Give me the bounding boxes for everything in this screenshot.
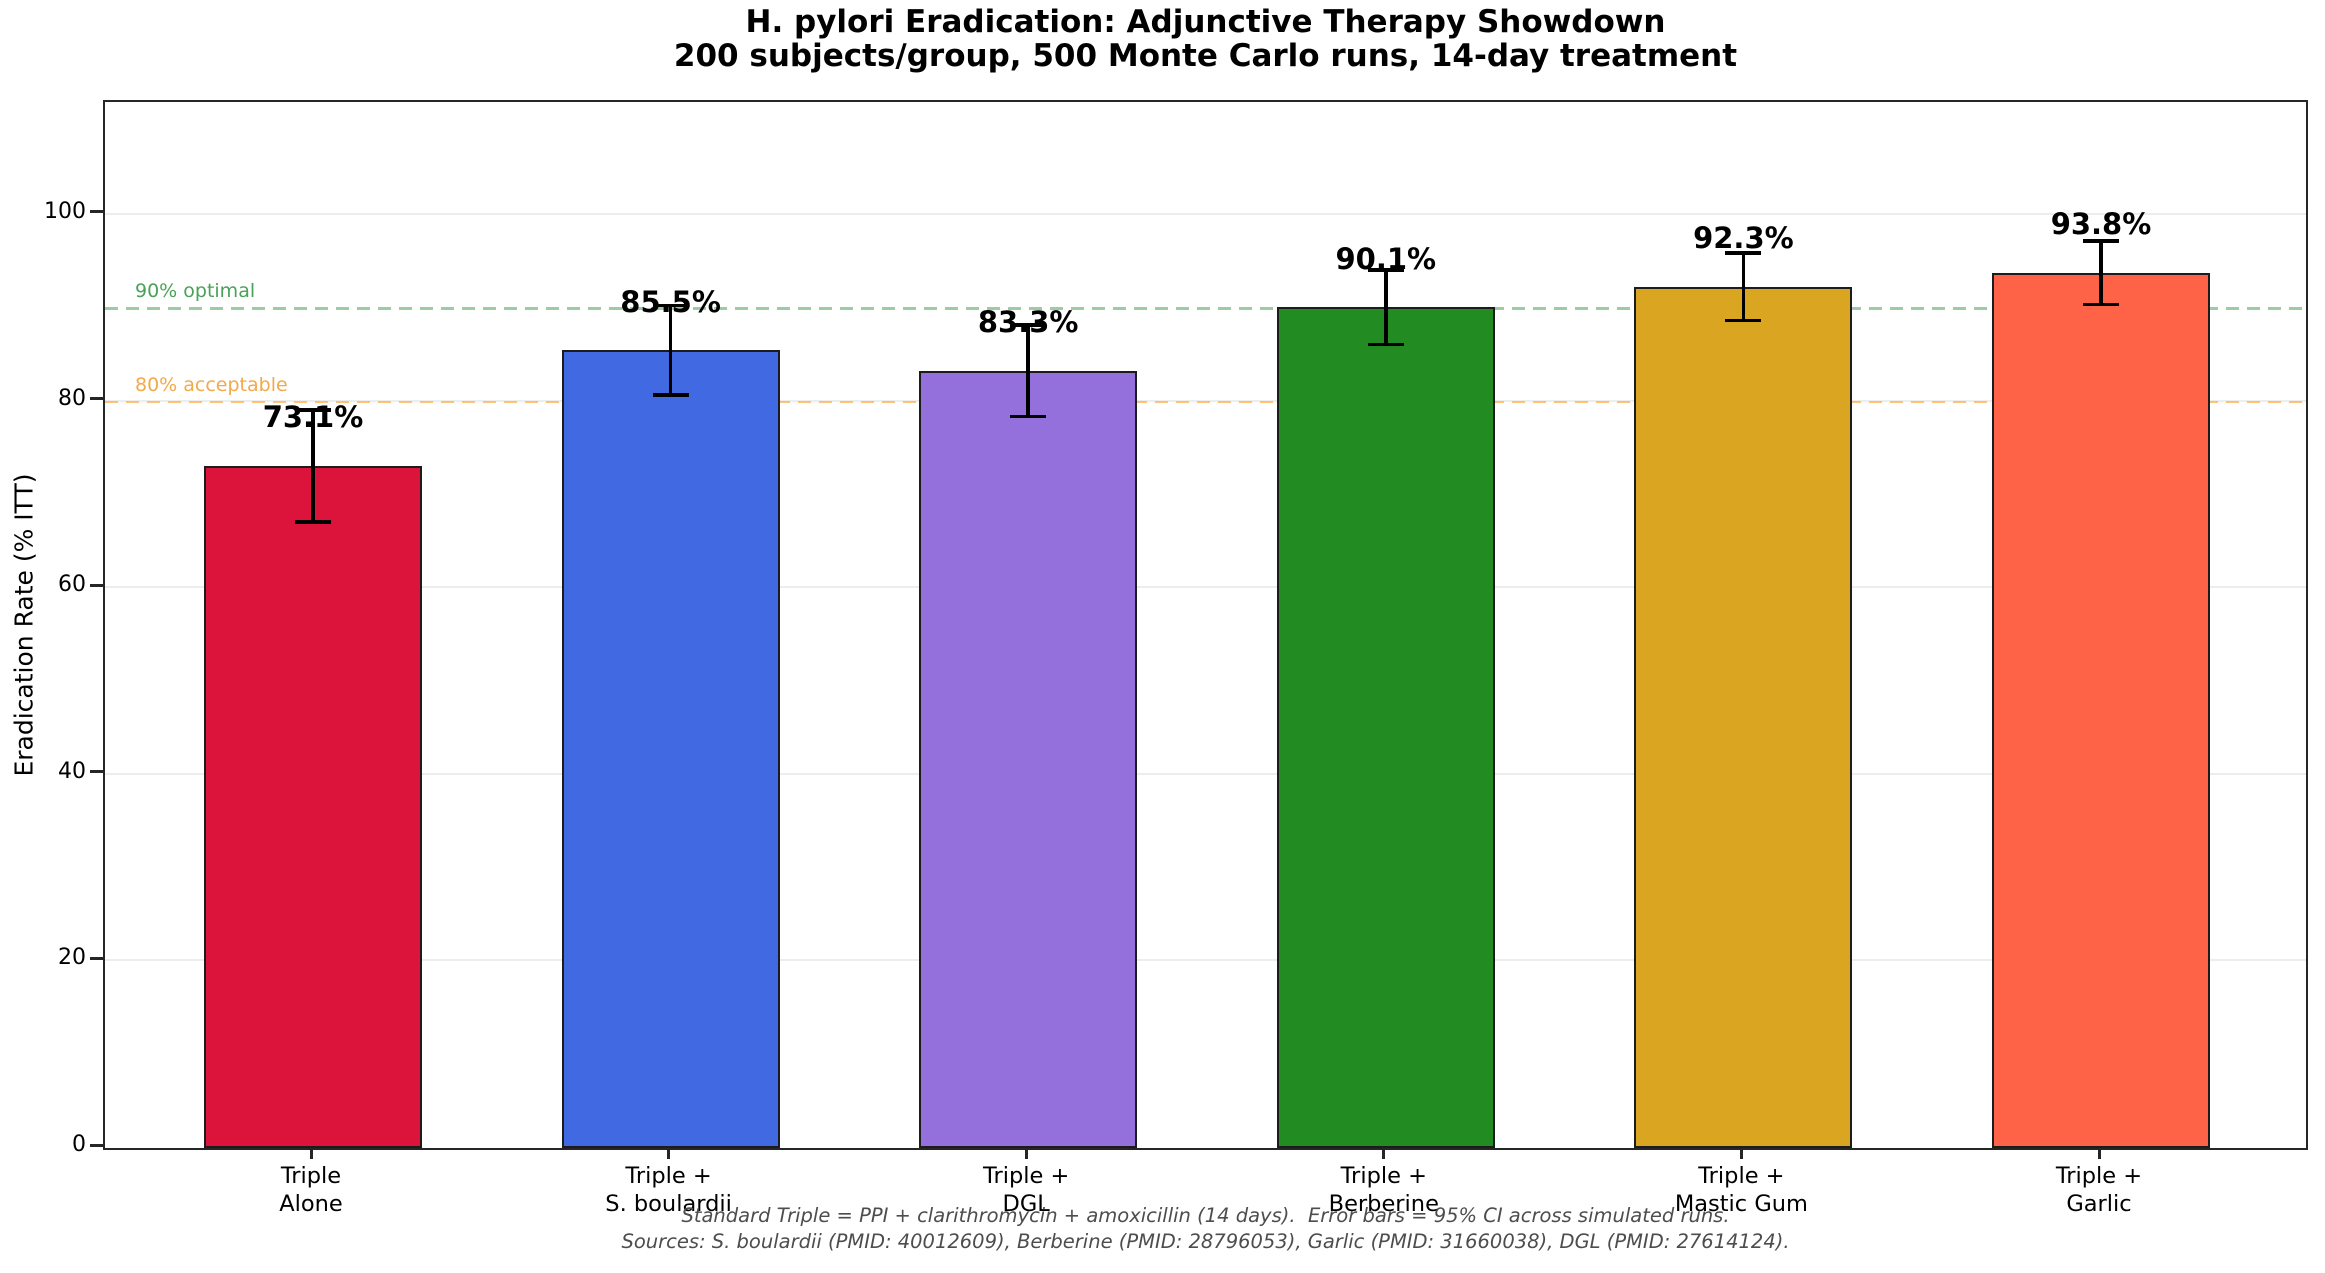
bar-3: [919, 370, 1138, 1148]
bar-value-label: 83.3%: [977, 305, 1079, 340]
error-bar-cap-bottom: [295, 520, 331, 524]
y-tick-mark: [90, 956, 103, 960]
error-bar-cap-top: [2083, 239, 2119, 243]
error-bar-cap-top: [1367, 268, 1404, 272]
bar-5: [1634, 286, 1853, 1148]
x-tick-mark: [2097, 1150, 2101, 1159]
bar-value-label: 85.5%: [620, 284, 721, 319]
bar-value-label: 90.1%: [1335, 241, 1437, 276]
y-tick-label: 20: [58, 945, 86, 971]
error-bar-line: [1384, 270, 1388, 345]
bar-4: [1276, 307, 1495, 1148]
y-tick-label: 100: [44, 198, 86, 224]
y-tick-mark: [90, 583, 103, 587]
error-bar-cap-bottom: [1725, 318, 1762, 323]
x-category-label: Triple Alone: [279, 1163, 343, 1217]
y-tick-mark: [90, 210, 103, 214]
bar-1: [204, 465, 422, 1148]
x-category-label: Triple + DGL: [983, 1163, 1070, 1217]
threshold-line: [105, 307, 2306, 310]
chart-title: H. pylori Eradication: Adjunctive Therap…: [745, 4, 1666, 40]
bar-value-label: 93.8%: [2050, 207, 2152, 242]
bar-value-label: 92.3%: [1693, 221, 1794, 256]
gridline: [105, 772, 2306, 775]
gridline: [105, 959, 2306, 962]
error-bar-cap-top: [1010, 323, 1047, 327]
error-bar-line: [2099, 241, 2103, 305]
error-bar-cap-bottom: [1367, 342, 1404, 347]
gridline: [105, 212, 2306, 215]
error-bar-cap-bottom: [652, 393, 689, 397]
footnote-sources: Sources: S. boulardii (PMID: 40012609), …: [621, 1230, 1790, 1253]
x-tick-mark: [309, 1150, 313, 1159]
x-tick-mark: [667, 1150, 671, 1159]
y-axis-label: Eradication Rate (% ITT): [9, 473, 39, 777]
y-tick-label: 80: [58, 385, 86, 411]
footnote-methods: Standard Triple = PPI + clarithromycin +…: [681, 1204, 1730, 1227]
error-bar-cap-top: [1725, 251, 1762, 255]
threshold-label: 80% acceptable: [135, 373, 288, 396]
error-bar-line: [1741, 253, 1746, 321]
chart-subtitle: 200 subjects/group, 500 Monte Carlo runs…: [673, 38, 1738, 74]
bar-6: [1992, 272, 2210, 1148]
error-bar-cap-bottom: [2083, 302, 2119, 307]
y-tick-label: 0: [72, 1132, 86, 1157]
error-bar-cap-bottom: [1010, 414, 1047, 419]
y-tick-mark: [90, 1143, 103, 1147]
y-tick-label: 60: [58, 572, 86, 598]
plot-area: 90% optimal 80% acceptable 73.1% 85.5% 83.3…: [103, 100, 2308, 1150]
x-category-label: Triple + Berberine: [1328, 1163, 1439, 1217]
x-tick-mark: [1739, 1150, 1743, 1159]
error-bar-line: [1026, 325, 1030, 417]
x-tick-mark: [1382, 1150, 1386, 1159]
error-bar-line: [311, 409, 315, 522]
error-bar-cap-top: [652, 303, 689, 308]
y-tick-mark: [90, 397, 103, 401]
error-bar-cap-top: [295, 408, 331, 412]
bar-value-label: 73.1%: [262, 400, 364, 435]
x-category-label: Triple + S. boulardii: [605, 1163, 732, 1217]
gridline: [105, 586, 2306, 589]
y-tick-label: 40: [58, 758, 86, 784]
error-bar-line: [668, 305, 673, 396]
x-category-label: Triple + Garlic: [2055, 1163, 2143, 1217]
y-tick-mark: [90, 770, 103, 774]
x-category-label: Triple + Mastic Gum: [1674, 1163, 1808, 1217]
threshold-line: [105, 400, 2306, 404]
bar-2: [561, 350, 780, 1148]
x-tick-mark: [1024, 1150, 1028, 1159]
threshold-label: 90% optimal: [135, 280, 256, 303]
